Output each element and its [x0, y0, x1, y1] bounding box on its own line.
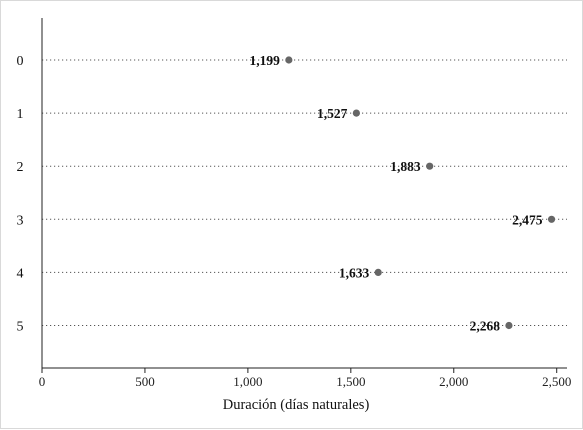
data-point-5 — [505, 321, 513, 330]
category-label-3: 3 — [17, 213, 24, 228]
category-label-0: 0 — [17, 54, 24, 69]
data-point-1 — [352, 109, 360, 117]
x-tick-label-0: 0 — [39, 374, 46, 389]
x-tick-label-2500: 2,500 — [542, 374, 571, 389]
data-label-2: 1,883 — [390, 159, 421, 174]
data-label-3: 2,475 — [512, 212, 543, 227]
x-axis-ticks: 0 500 1,000 1,500 2,000 2,500 — [39, 368, 571, 389]
category-label-4: 4 — [17, 266, 24, 281]
x-tick-label-1000: 1,000 — [233, 374, 262, 389]
data-point-4 — [374, 268, 382, 276]
data-label-5: 2,268 — [470, 319, 501, 334]
data-label-4: 1,633 — [339, 265, 370, 280]
data-points: 1,199 1,527 1,883 2,475 1,633 2,268 — [249, 53, 556, 334]
data-label-1: 1,527 — [317, 106, 348, 121]
data-label-0: 1,199 — [249, 53, 280, 68]
data-point-2 — [426, 162, 434, 170]
x-tick-label-1500: 1,500 — [336, 374, 365, 389]
data-point-3 — [547, 215, 556, 223]
category-label-5: 5 — [17, 320, 24, 335]
guide-lines — [42, 59, 567, 326]
category-label-2: 2 — [17, 160, 24, 175]
x-axis-title: Duración (días naturales) — [223, 397, 370, 413]
x-tick-label-2000: 2,000 — [439, 374, 468, 389]
y-axis-categories: 0 1 2 3 4 5 — [17, 54, 24, 335]
data-point-0 — [285, 56, 293, 64]
category-label-1: 1 — [17, 107, 24, 122]
x-tick-label-500: 500 — [135, 374, 155, 389]
